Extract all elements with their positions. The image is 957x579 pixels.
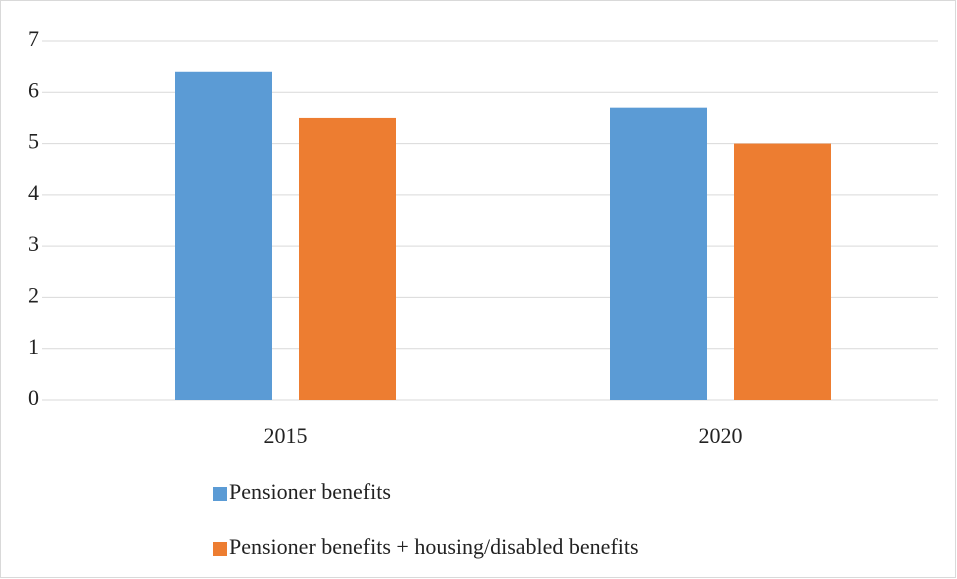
y-tick-label: 2 xyxy=(28,282,39,307)
bar xyxy=(299,117,396,400)
y-tick-label: 3 xyxy=(28,231,39,256)
legend-swatch xyxy=(213,542,227,556)
x-tick-label: 2015 xyxy=(264,423,308,448)
bar xyxy=(610,107,707,401)
y-tick-label: 0 xyxy=(28,385,39,410)
bar xyxy=(175,71,272,401)
y-tick-label: 5 xyxy=(28,129,39,154)
y-tick-label: 6 xyxy=(28,77,39,102)
legend-label: Pensioner benefits + housing/disabled be… xyxy=(229,534,639,559)
y-tick-label: 1 xyxy=(28,334,39,359)
legend-label: Pensioner benefits xyxy=(229,479,391,504)
bar xyxy=(734,143,831,401)
y-tick-label: 4 xyxy=(28,180,39,205)
y-tick-label: 7 xyxy=(28,26,39,51)
x-tick-label: 2020 xyxy=(699,423,743,448)
legend-swatch xyxy=(213,487,227,501)
